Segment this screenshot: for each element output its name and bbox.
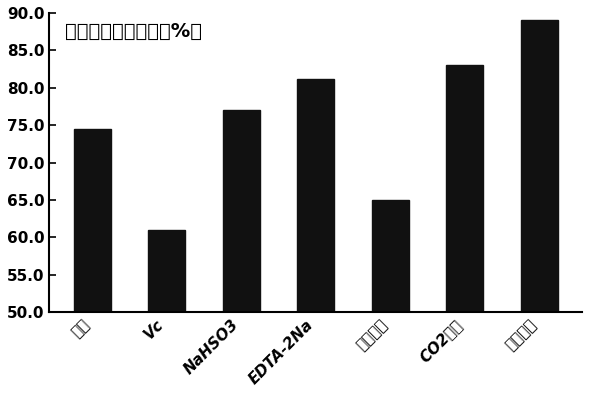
Bar — [521, 20, 558, 312]
Bar — [446, 65, 484, 312]
Text: 自由基离子清除率（%）: 自由基离子清除率（%） — [65, 22, 203, 41]
Bar — [372, 200, 409, 312]
Bar — [297, 79, 335, 312]
Bar — [148, 230, 186, 312]
Bar — [223, 110, 260, 312]
Bar — [74, 129, 111, 312]
